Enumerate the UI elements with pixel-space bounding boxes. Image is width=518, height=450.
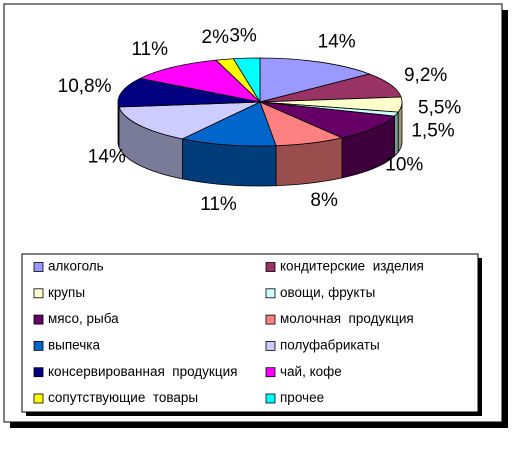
legend-swatch — [33, 314, 44, 325]
data-label: 1,5% — [411, 120, 454, 141]
legend-swatch — [265, 367, 276, 378]
pie-slice — [118, 101, 261, 140]
data-label: 11% — [200, 194, 237, 215]
legend-swatch — [33, 340, 44, 351]
data-label: 3% — [229, 25, 257, 46]
legend-label: выпечка — [48, 337, 100, 352]
data-label: 14% — [88, 147, 126, 168]
legend-swatch — [265, 340, 276, 351]
legend-swatch — [265, 314, 276, 325]
data-label: 2% — [202, 27, 230, 48]
pie-slice — [232, 57, 261, 104]
legend-label: чай, кофе — [280, 364, 342, 379]
pie-slice — [259, 57, 371, 103]
pie-slice — [259, 73, 402, 103]
legend-label: сопутствующие товары — [48, 390, 198, 405]
legend-swatch — [265, 288, 276, 299]
pie-slice — [138, 59, 262, 103]
legend-label: алкоголь — [48, 259, 104, 274]
legend-label: консервированная продукция — [48, 364, 237, 379]
pie-side — [394, 110, 399, 158]
pie-slice — [181, 101, 277, 147]
legend-box — [21, 253, 479, 413]
data-label: 10,8% — [58, 76, 112, 97]
data-label: 8% — [310, 190, 338, 211]
legend-label: кондитерские изделия — [280, 259, 424, 274]
legend-swatch — [33, 288, 44, 299]
data-label: 5,5% — [418, 97, 461, 118]
legend-label: прочее — [280, 390, 324, 405]
pie-slice — [117, 78, 261, 108]
pie-slice — [259, 101, 396, 139]
data-label: 14% — [318, 31, 356, 52]
legend-label: полуфабрикаты — [280, 337, 380, 352]
legend-label: овощи, фрукты — [280, 285, 375, 300]
legend-swatch — [33, 393, 44, 404]
legend-swatch — [33, 367, 44, 378]
data-label: 11% — [131, 39, 168, 60]
pie-side — [117, 101, 120, 148]
pie: 14% 9,2% 5,5%1,5% 10% 8% 11% 14% 10,8% 11% 2% 3% — [58, 25, 462, 215]
data-label: 10% — [385, 154, 423, 175]
legend-label: крупы — [48, 285, 85, 300]
data-label: 9,2% — [404, 65, 447, 86]
legend-swatch — [265, 393, 276, 404]
legend: алкоголь кондитерские изделия крупы овощи, … — [33, 259, 424, 405]
legend-swatch — [265, 262, 276, 272]
legend-label: мясо, рыба — [48, 311, 119, 326]
legend-label: молочная продукция — [280, 311, 414, 326]
legend-swatch — [33, 262, 44, 272]
